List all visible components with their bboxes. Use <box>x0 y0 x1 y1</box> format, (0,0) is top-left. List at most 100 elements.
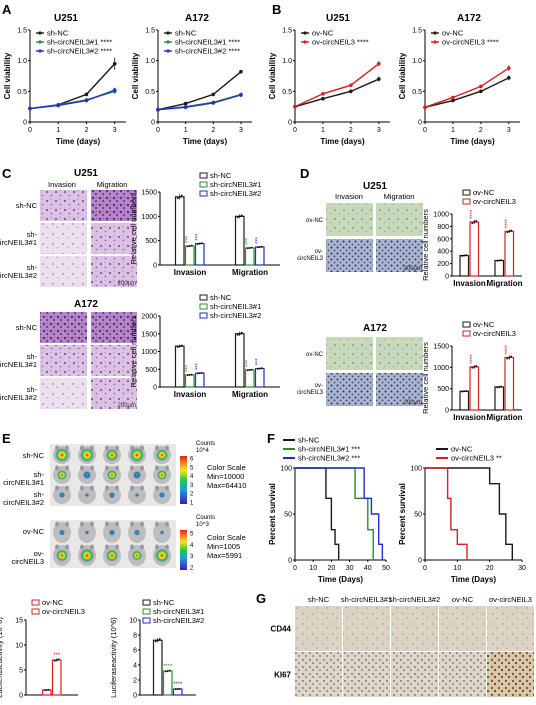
x-tick-label: 2 <box>349 127 353 134</box>
x-tick-label: 2 <box>211 127 215 134</box>
bar <box>184 374 195 388</box>
x-tick-label: 1 <box>321 127 325 134</box>
panel-letter-d: D <box>300 166 309 181</box>
data-point <box>176 688 179 690</box>
mouse-ear <box>115 445 119 451</box>
data-point <box>498 386 501 388</box>
color-scale-tick-label: 2 <box>190 492 194 498</box>
micrograph <box>40 312 87 343</box>
y-tick-label: 6 <box>133 648 137 655</box>
data-point <box>506 357 509 360</box>
y-axis-label: Cell viability <box>131 52 140 99</box>
data-point <box>186 245 189 248</box>
color-scale-tick-label: 3 <box>190 554 194 560</box>
legend-label: sh-circNEIL3#1 **** <box>175 38 240 47</box>
mouse-ear <box>155 485 159 491</box>
x-tick-label: 3 <box>507 127 511 134</box>
ihc-micrograph <box>343 606 390 651</box>
y-tick-label: 1.0 <box>17 58 27 65</box>
legend-label: sh-circNEIL3#1 <box>210 302 261 311</box>
bar <box>494 386 505 411</box>
survival-curve <box>295 467 340 560</box>
series-line <box>29 89 115 110</box>
legend-label: sh-circNEIL3#1 **** <box>47 38 112 47</box>
legend-marker <box>38 31 42 35</box>
series-line <box>424 77 510 108</box>
mouse-ear <box>65 445 69 451</box>
y-tick-label: 2 <box>133 678 137 685</box>
data-point <box>168 669 171 672</box>
legend-label: ov-circNEIL3 **** <box>312 38 369 47</box>
scale-bar-label: 200μm <box>118 403 136 409</box>
x-tick-label: 2 <box>85 127 89 134</box>
x-tick-label: 3 <box>113 127 117 134</box>
color-scale-tick-label: 4 <box>190 474 194 480</box>
x-axis-label: Time (days) <box>183 137 228 146</box>
bar <box>254 367 265 388</box>
data-point <box>461 390 464 393</box>
y-tick-label: 200 <box>437 261 449 268</box>
luminescence-signal <box>134 529 140 536</box>
significance-stars: **** <box>470 354 476 364</box>
data-point <box>500 259 503 262</box>
series-line <box>294 63 380 108</box>
micrograph <box>376 373 423 406</box>
x-tick-label: 2 <box>479 127 483 134</box>
x-tick-label: 10 <box>453 565 461 572</box>
bar <box>174 196 185 266</box>
x-tick-label: 1 <box>184 127 188 134</box>
bar <box>254 246 265 266</box>
legend-marker <box>303 40 307 44</box>
luminescence-signal <box>109 492 115 498</box>
micrograph <box>40 345 87 376</box>
row-label: ov-NC <box>306 218 324 224</box>
significance-stars: *** <box>196 362 202 370</box>
luminescence-signal <box>85 493 89 497</box>
data-point <box>236 216 239 219</box>
mouse-ear <box>130 445 134 451</box>
y-tick-label: 0.5 <box>282 89 292 96</box>
significance-stars: **** <box>173 682 183 688</box>
luminescence-signal <box>55 448 69 462</box>
y-tick-label: 0 <box>151 120 155 127</box>
y-tick-label: 1.0 <box>412 58 422 65</box>
data-point <box>178 687 181 690</box>
bar <box>172 688 183 696</box>
x-tick-label: Migration <box>232 390 268 399</box>
chart-title-a-u251: U251 <box>54 13 78 24</box>
chart-e-ov: 0 5 10 15 *** Luciferaseactivity (10^6) ov-NCo… <box>0 598 85 700</box>
y-tick-label: 1000 <box>433 212 449 219</box>
micrograph <box>376 203 423 236</box>
y-tick-label: 0 <box>133 693 137 700</box>
data-point <box>471 222 474 225</box>
row-label: sh-NC <box>16 323 38 332</box>
luminescence-signal <box>130 448 144 462</box>
mouse-ear <box>130 544 134 550</box>
chart-a-a172: 0 0.5 1.0 1.5 0 1 2 3 Cell viability Time (days) s… <box>131 28 252 146</box>
luminescence-signal <box>107 470 117 480</box>
color-scale-text: Color Scale Min=10000 Max=64410 <box>207 463 246 490</box>
data-point <box>188 374 191 376</box>
data-point <box>28 106 32 111</box>
color-scale-tick-label: 4 <box>190 543 194 549</box>
chart-a-u251: 0 0.5 1.0 1.5 0 1 2 3 Cell viability Time (days) s… <box>3 28 126 146</box>
ihc-micrograph <box>343 652 390 697</box>
data-point <box>84 92 89 97</box>
legend-label: sh-NC <box>153 598 175 607</box>
panel-c-u251-col-migration: Migration <box>97 180 128 189</box>
y-axis-label: Relative cell numbers <box>421 209 430 281</box>
micrograph <box>326 337 373 370</box>
chart-c-u251: 0 500 1000 1500 Invasion *** *** Migration *** **… <box>129 171 280 277</box>
x-tick-label: 0 <box>423 127 427 134</box>
luminescence-signal <box>83 471 91 479</box>
bar <box>51 659 62 696</box>
ihc-micrograph <box>295 606 342 651</box>
mouse-ear <box>140 485 144 491</box>
color-scale-text: Color Scale Min=1005 Max=5991 <box>207 533 246 560</box>
data-point <box>508 230 511 233</box>
data-point <box>176 346 179 348</box>
y-tick-label: 0 <box>153 385 157 392</box>
y-axis-label: Relative cell numbers <box>129 192 138 264</box>
row-label: sh-circNEIL3#2 <box>0 385 37 402</box>
mouse-ear <box>65 521 69 527</box>
